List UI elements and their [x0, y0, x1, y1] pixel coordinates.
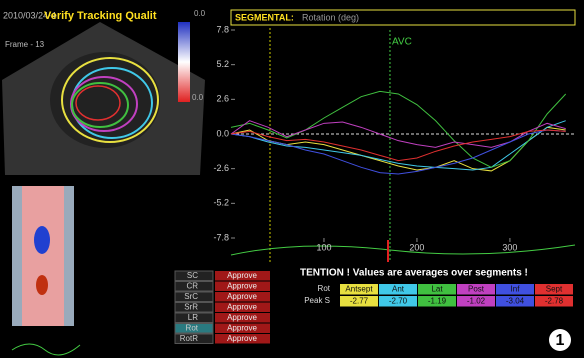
table-cell-text: -2.77 [350, 297, 369, 306]
frame-label: Frame - 13 [5, 40, 45, 49]
table-cell-text: Inf [511, 285, 521, 294]
chart-title: SEGMENTAL: [235, 12, 294, 22]
table-cell-text: Ant [392, 285, 405, 294]
button-label: RotR [180, 334, 198, 343]
button-label: SrR [184, 303, 198, 312]
notice: TENTION ! Values are averages over segme… [300, 268, 528, 279]
y-tick-label: 0.0 [216, 128, 229, 138]
x-tick-label: 300 [502, 242, 517, 252]
table-cell-text: Post [468, 285, 485, 294]
page: {"header":{"date":"2010/03/24-4","title"… [0, 0, 584, 358]
button-label: CR [186, 282, 198, 291]
badge-label: 1 [556, 332, 565, 349]
button-label: SC [187, 271, 198, 280]
row-header: Rot [318, 284, 331, 293]
table-cell-text: Antsept [345, 285, 373, 294]
table-cell-text: -1.02 [467, 297, 486, 306]
y-tick-label: -5.2 [213, 198, 229, 208]
button-label: LR [188, 313, 198, 322]
table-cell-text: -1.19 [428, 297, 447, 306]
chart-subtitle: Rotation (deg) [302, 12, 359, 22]
x-tick-label: 100 [316, 242, 331, 252]
table-cell-text: Lat [431, 285, 443, 294]
row-header: Peak S [304, 296, 330, 305]
approve-label: Approve [227, 313, 257, 322]
approve-label: Approve [227, 292, 257, 301]
x-tick-label: 200 [409, 242, 424, 252]
series-line [231, 130, 566, 161]
approve-label: Approve [227, 271, 257, 280]
table-cell-text: -2.78 [545, 297, 564, 306]
approve-label: Approve [227, 282, 257, 291]
button-label: SrC [184, 292, 198, 301]
title: Verify Tracking Qualit [44, 10, 157, 22]
colorbar [178, 22, 190, 102]
series-line [231, 130, 566, 174]
approve-label: Approve [227, 303, 257, 312]
y-tick-label: 7.8 [216, 24, 229, 34]
button-label: Rot [186, 324, 199, 333]
approve-label: Approve [227, 334, 257, 343]
annotation-label: AVC [392, 37, 412, 48]
ecg-trace [231, 245, 575, 255]
approve-label: Approve [227, 324, 257, 333]
table-cell-text: -2.70 [389, 297, 408, 306]
y-tick-label: -2.6 [213, 163, 229, 173]
colorbar-bottom: 0.0 [192, 93, 204, 102]
y-tick-label: 5.2 [216, 59, 229, 69]
y-tick-label: -7.8 [213, 232, 229, 242]
table-cell-text: Sept [546, 285, 563, 294]
series-line [231, 121, 566, 170]
colorbar-top: 0.0 [194, 9, 206, 18]
series-line [231, 91, 566, 167]
strain-map [12, 186, 80, 355]
y-tick-label: 2.6 [216, 94, 229, 104]
table-cell-text: -3.04 [506, 297, 525, 306]
screen: 2010/03/24-4 Verify Tracking Qualit Fram… [0, 0, 584, 358]
